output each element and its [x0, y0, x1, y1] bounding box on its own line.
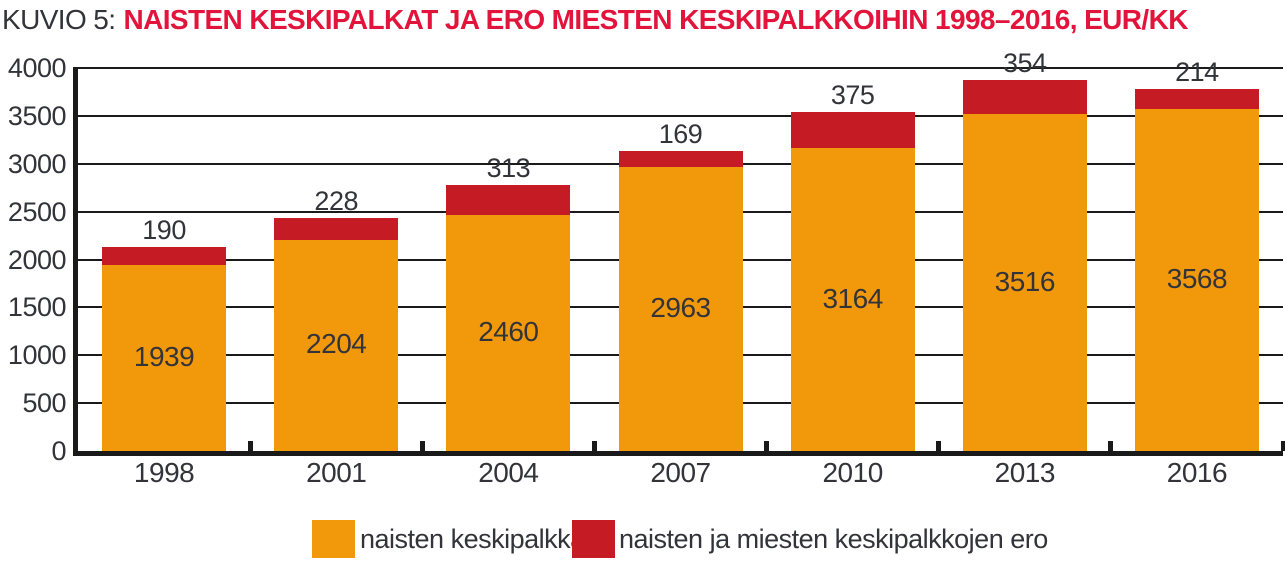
bar-2004-gap-value: 313 [486, 153, 531, 184]
bar-2010-gap-value: 375 [830, 80, 875, 111]
bar-2007-salary [618, 167, 743, 451]
y-axis-tick-label: 500 [22, 388, 66, 419]
bar-2016-gap [1134, 88, 1259, 110]
legend-swatch-gap [572, 520, 615, 558]
x-axis-tick [936, 441, 942, 451]
x-axis-label-2010: 2010 [822, 457, 883, 488]
legend-label-women-salary: naisten keskipalkka [360, 524, 585, 554]
x-axis-label-2016: 2016 [1166, 457, 1228, 488]
bar-2001-gap [274, 218, 399, 240]
x-axis-label-2007: 2007 [650, 457, 711, 488]
y-axis-line [73, 67, 78, 456]
y-axis-tick-label: 1000 [7, 340, 67, 371]
x-axis-label-2013: 2013 [994, 457, 1056, 488]
legend-swatch-women-salary [312, 520, 355, 558]
bar-2016-salary-value: 3568 [1166, 263, 1228, 295]
x-axis-tick [591, 441, 597, 451]
bar-2013-gap [962, 80, 1087, 115]
chart-title-text: NAISTEN KESKIPALKAT JA ERO MIESTEN KESKI… [123, 4, 1188, 35]
y-axis-tick-label: 2000 [7, 244, 67, 275]
gridline [78, 67, 1283, 69]
chart-title: KUVIO 5: NAISTEN KESKIPALKAT JA ERO MIEST… [2, 4, 1188, 36]
bar-2010-salary-value: 3164 [822, 282, 883, 314]
bar-2007-salary-value: 2963 [650, 292, 711, 324]
bar-2016-salary [1134, 109, 1259, 451]
x-axis-label-2004: 2004 [478, 457, 539, 488]
bar-2016-gap-value: 214 [1175, 56, 1219, 87]
gridline [78, 114, 1283, 117]
bar-2004-salary-value: 2460 [478, 316, 539, 348]
bar-1998-gap [102, 247, 227, 266]
x-axis-line [73, 451, 1283, 456]
x-axis-label-2001: 2001 [306, 457, 367, 488]
bar-2010-salary [790, 148, 915, 451]
y-axis-tick-label: 0 [51, 436, 66, 466]
x-axis-tick [419, 441, 425, 451]
x-axis-tick [764, 441, 770, 451]
bar-1998-gap-value: 190 [142, 215, 186, 246]
x-axis-tick [1108, 441, 1114, 451]
x-axis-tick [1280, 441, 1285, 451]
bar-2004-salary [446, 215, 571, 451]
bar-chart-plot-area: 0 500 1000 1500 2000 2500 3000 3500 4000 1939 190 1… [7, 48, 1285, 488]
bar-2013-salary-value: 3516 [994, 265, 1056, 297]
bar-2013-gap-value: 354 [1002, 48, 1047, 79]
bar-1998-salary [102, 265, 227, 451]
figure-number-label: KUVIO 5: [2, 4, 116, 35]
bar-2010-gap [790, 112, 915, 149]
bar-2001-salary-value: 2204 [306, 328, 367, 360]
bar-2004-gap [446, 185, 571, 216]
x-axis-label-1998: 1998 [133, 457, 195, 488]
bar-2013-salary [962, 114, 1087, 451]
y-axis-tick-label: 3500 [7, 100, 67, 131]
y-axis-tick-label: 4000 [7, 53, 67, 83]
y-axis-tick-label: 1500 [7, 292, 67, 323]
bar-1998-salary-value: 1939 [133, 341, 195, 373]
bar-2001-gap-value: 228 [314, 186, 358, 217]
bar-2007-gap [618, 151, 743, 168]
x-axis-tick [247, 441, 253, 451]
y-axis-tick-label: 2500 [7, 196, 67, 227]
y-axis-tick-label: 3000 [7, 148, 67, 179]
bar-2001-salary [274, 239, 399, 451]
bar-2007-gap-value: 169 [658, 119, 703, 150]
legend-label-gap: naisten ja miesten keskipalkkojen ero [619, 524, 1048, 554]
